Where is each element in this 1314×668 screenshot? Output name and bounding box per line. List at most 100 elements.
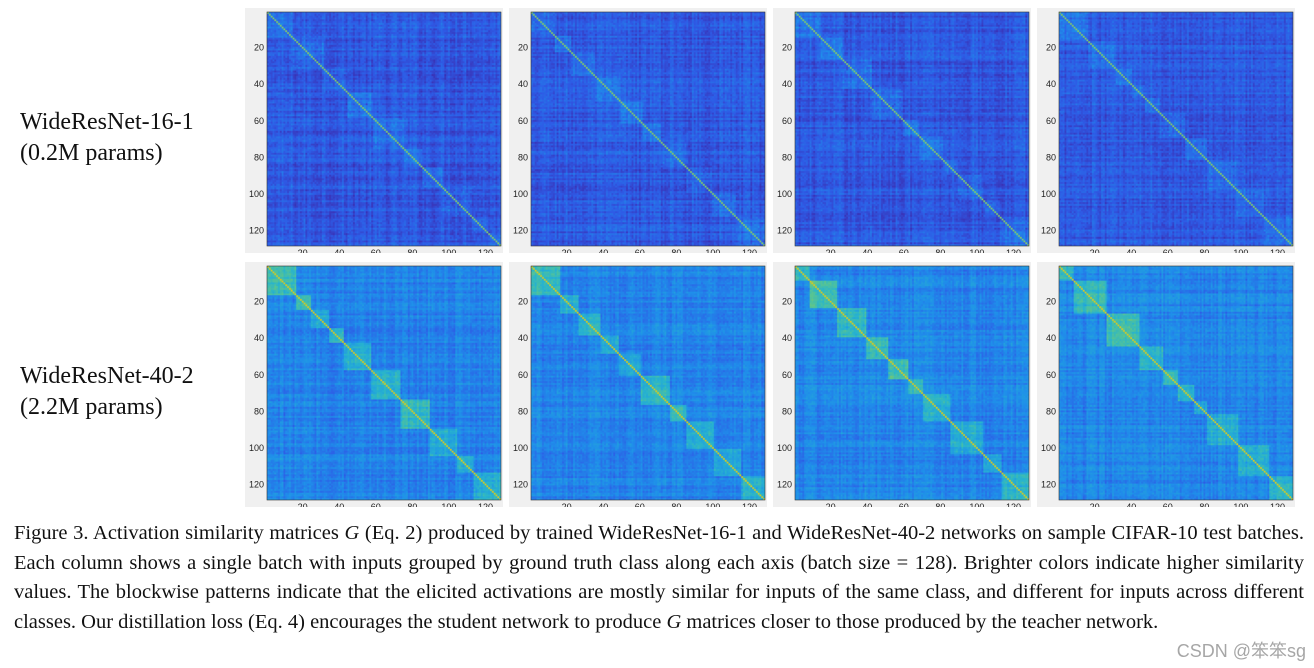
tick-label: 40 [334, 502, 344, 507]
plot-frame [530, 265, 766, 501]
tick-label: 20 [782, 43, 792, 53]
tick-label: 60 [371, 502, 381, 507]
similarity-heatmap [1059, 266, 1293, 500]
tick-label: 100 [249, 189, 264, 199]
tick-label: 100 [969, 248, 984, 253]
tick-label: 80 [1046, 152, 1056, 162]
tick-label: 80 [518, 406, 528, 416]
similarity-heatmap [531, 12, 765, 246]
row-label-model-name: WideResNet-40-2 [20, 363, 194, 389]
tick-label: 20 [1046, 297, 1056, 307]
tick-label: 80 [935, 248, 945, 253]
similarity-heatmap [267, 266, 501, 500]
tick-label: 100 [441, 502, 456, 507]
tick-label: 20 [562, 248, 572, 253]
matrix-symbol: G [344, 522, 360, 544]
tick-label: 40 [1046, 333, 1056, 343]
tick-label: 40 [598, 248, 608, 253]
tick-label: 120 [1270, 248, 1285, 253]
tick-label: 60 [254, 370, 264, 380]
tick-label: 100 [969, 502, 984, 507]
tick-label: 100 [705, 248, 720, 253]
tick-label: 40 [254, 333, 264, 343]
tick-label: 60 [782, 116, 792, 126]
similarity-heatmap [1059, 12, 1293, 246]
similarity-matrix-svg: 20 20 40 40 60 60 80 80 100 100 120 120 [777, 11, 1030, 253]
similarity-matrix-svg: 20 20 40 40 60 60 80 80 100 100 120 120 [777, 265, 1030, 507]
tick-label: 20 [518, 43, 528, 53]
tick-label: 120 [249, 479, 264, 489]
similarity-matrix-svg: 20 20 40 40 60 60 80 80 100 100 120 120 [249, 265, 502, 507]
tick-label: 20 [254, 43, 264, 53]
watermark: CSDN @笨笨sg [1174, 637, 1308, 663]
tick-label: 20 [1046, 43, 1056, 53]
plot-frame [794, 265, 1030, 501]
similarity-matrix-svg: 20 20 40 40 60 60 80 80 100 100 120 120 [513, 265, 766, 507]
tick-label: 100 [513, 189, 528, 199]
tick-label: 40 [782, 333, 792, 343]
tick-label: 60 [635, 502, 645, 507]
tick-label: 80 [254, 152, 264, 162]
similarity-heatmap [267, 12, 501, 246]
tick-label: 40 [1126, 502, 1136, 507]
similarity-matrix-svg: 20 20 40 40 60 60 80 80 100 100 120 120 [513, 11, 766, 253]
tick-label: 60 [899, 502, 909, 507]
plot-frame [794, 11, 1030, 247]
tick-label: 40 [1046, 79, 1056, 89]
tick-label: 20 [298, 248, 308, 253]
tick-label: 120 [777, 479, 792, 489]
tick-label: 80 [671, 248, 681, 253]
tick-label: 60 [1046, 116, 1056, 126]
tick-label: 60 [518, 370, 528, 380]
tick-label: 20 [1090, 502, 1100, 507]
tick-label: 60 [1163, 502, 1173, 507]
tick-label: 100 [777, 189, 792, 199]
row-label-wideresnet-40-2: WideResNet-40-2 (2.2M params) [20, 361, 194, 423]
tick-label: 20 [518, 297, 528, 307]
tick-label: 20 [562, 502, 572, 507]
tick-label: 40 [782, 79, 792, 89]
caption-text: (Eq. 2) produced by trained WideResNet-1… [14, 522, 1304, 633]
tick-label: 120 [742, 248, 757, 253]
tick-label: 20 [298, 502, 308, 507]
tick-label: 40 [1126, 248, 1136, 253]
tick-label: 120 [1041, 479, 1056, 489]
tick-label: 80 [254, 406, 264, 416]
tick-label: 120 [742, 502, 757, 507]
plot-frame [266, 265, 502, 501]
tick-label: 80 [407, 502, 417, 507]
tick-label: 120 [1041, 225, 1056, 235]
tick-label: 120 [513, 479, 528, 489]
tick-label: 120 [478, 248, 493, 253]
similarity-matrix-panel: 20 20 40 40 60 60 80 80 100 100 120 120 [509, 8, 767, 253]
tick-label: 100 [1233, 502, 1248, 507]
similarity-matrix-panel: 20 20 40 40 60 60 80 80 100 100 120 120 [1037, 8, 1295, 253]
tick-label: 40 [862, 502, 872, 507]
tick-label: 80 [1199, 502, 1209, 507]
row-label-wideresnet-16-1: WideResNet-16-1 (0.2M params) [20, 107, 194, 169]
tick-label: 100 [705, 502, 720, 507]
similarity-heatmap [795, 266, 1029, 500]
similarity-matrix-panel: 20 20 40 40 60 60 80 80 100 100 120 120 [773, 262, 1031, 507]
similarity-heatmap [795, 12, 1029, 246]
tick-label: 80 [518, 152, 528, 162]
row-label-params: (2.2M params) [20, 394, 163, 420]
tick-label: 60 [899, 248, 909, 253]
similarity-matrix-panel: 20 20 40 40 60 60 80 80 100 100 120 120 [509, 262, 767, 507]
tick-label: 60 [1046, 370, 1056, 380]
tick-label: 20 [826, 502, 836, 507]
similarity-matrix-svg: 20 20 40 40 60 60 80 80 100 100 120 120 [1041, 11, 1294, 253]
tick-label: 120 [513, 225, 528, 235]
tick-label: 100 [1041, 189, 1056, 199]
matrix-symbol: G [666, 610, 682, 633]
tick-label: 80 [407, 248, 417, 253]
tick-label: 40 [862, 248, 872, 253]
figure-caption: Figure 3. Activation similarity matrices… [14, 519, 1304, 637]
tick-label: 20 [254, 297, 264, 307]
tick-label: 40 [518, 79, 528, 89]
tick-label: 100 [1233, 248, 1248, 253]
tick-label: 120 [1006, 502, 1021, 507]
plot-frame [1058, 11, 1294, 247]
tick-label: 60 [518, 116, 528, 126]
tick-label: 40 [518, 333, 528, 343]
